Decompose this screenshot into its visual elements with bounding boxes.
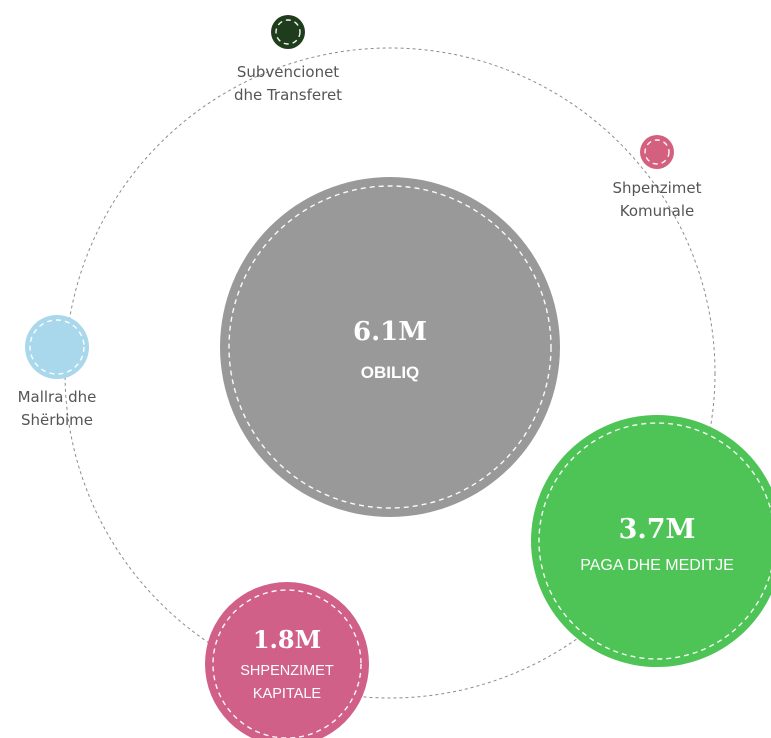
center-label: OBILIQ (361, 363, 420, 382)
bubble-value-kapitale: 1.8M (253, 625, 321, 654)
bubble-paga[interactable]: 3.7M PAGA DHE MEDITJE (531, 415, 771, 667)
bubble-dashed-ring-kapitale (212, 589, 362, 738)
bubble-dashed-ring-subvencionet (275, 19, 301, 45)
bubble-label-paga-line-1: PAGA DHE MEDITJE (580, 557, 734, 574)
center-bubble-obiliq[interactable]: 6.1M OBILIQ (220, 177, 560, 517)
bubble-label-kapitale-line-2: KAPITALE (253, 686, 322, 702)
bubble-kapitale[interactable]: 1.8M SHPENZIMET KAPITALE (205, 582, 369, 738)
bubble-komunale[interactable]: Shpenzimet Komunale (612, 135, 702, 220)
bubble-label-mallra-line-1: Mallra dhe (18, 388, 97, 406)
bubble-dashed-ring-paga (538, 422, 771, 660)
center-bubble-circle (220, 177, 560, 517)
center-value: 6.1M (353, 317, 427, 347)
bubble-label-komunale-line-1: Shpenzimet (612, 179, 701, 197)
bubble-value-paga: 3.7M (619, 514, 696, 545)
bubble-circle-paga (531, 415, 771, 667)
bubble-label-mallra-line-2: Shërbime (21, 411, 93, 429)
center-bubble-dashed-ring (228, 185, 552, 509)
bubble-circle-kapitale (205, 582, 369, 738)
bubble-mallra[interactable]: Mallra dhe Shërbime (18, 315, 97, 429)
bubble-dashed-ring-mallra (29, 319, 85, 375)
bubble-subvencionet[interactable]: Subvencionet dhe Transferet (234, 15, 342, 104)
bubble-label-kapitale-line-1: SHPENZIMET (240, 663, 334, 679)
bubble-circle-mallra (25, 315, 89, 379)
bubble-dashed-ring-komunale (644, 139, 670, 165)
bubble-label-subvencionet-line-2: dhe Transferet (234, 86, 342, 104)
bubble-label-subvencionet-line-1: Subvencionet (237, 63, 339, 81)
bubble-label-komunale-line-2: Komunale (620, 202, 694, 220)
